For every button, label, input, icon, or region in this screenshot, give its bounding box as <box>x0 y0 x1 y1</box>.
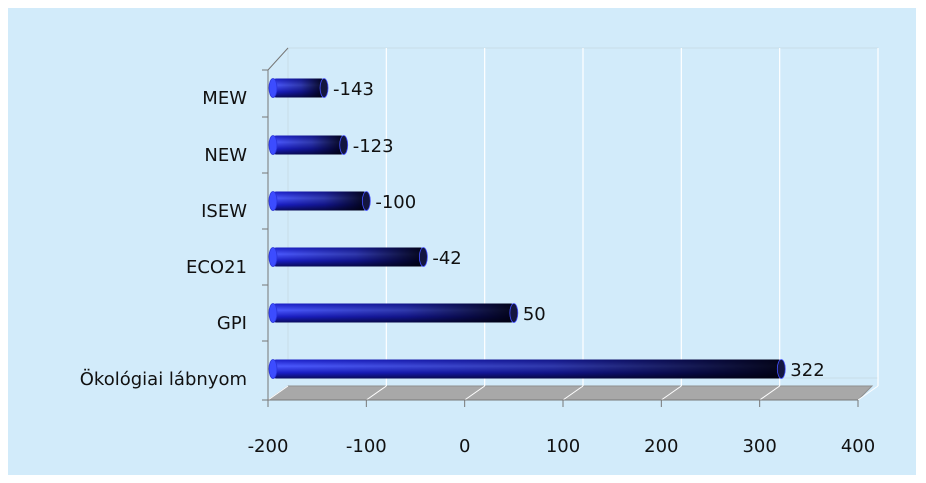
floor-diagonal <box>464 385 485 401</box>
x-tick-label: -100 <box>346 436 387 457</box>
bar <box>268 247 428 267</box>
x-tick-label: -200 <box>248 436 289 457</box>
category-label: NEW <box>204 145 247 166</box>
data-label: 50 <box>523 304 546 325</box>
category-label: GPI <box>217 313 247 334</box>
axes <box>262 47 859 407</box>
floor-diagonal <box>267 385 289 401</box>
bar <box>268 303 519 323</box>
chart-walls <box>266 47 879 401</box>
floor-diagonal <box>759 385 780 401</box>
floor-diagonal <box>562 385 584 401</box>
x-tick-label: 200 <box>644 436 678 457</box>
x-tick-label: 400 <box>841 436 875 457</box>
category-label: ISEW <box>201 201 247 222</box>
bars <box>268 78 786 379</box>
data-label: -143 <box>333 79 374 100</box>
data-label: -123 <box>353 136 394 157</box>
grid-lines <box>267 48 879 401</box>
labels: -200 -100 0 100 200 300 400 -143 MEW -123 NEW -100 I… <box>80 79 875 457</box>
y-axis-top-edge <box>267 47 289 71</box>
x-tick-label: 0 <box>459 436 470 457</box>
bar <box>268 359 786 379</box>
floor-diagonal <box>661 385 682 401</box>
data-label: 322 <box>790 360 824 381</box>
data-label: -100 <box>375 192 416 213</box>
chart-floor <box>266 385 874 401</box>
x-tick-label: 300 <box>742 436 776 457</box>
bar <box>268 135 349 155</box>
data-label: -42 <box>432 248 461 269</box>
bar <box>268 78 329 98</box>
floor-diagonal <box>857 385 879 401</box>
category-label: ECO21 <box>186 257 247 278</box>
bar <box>268 191 371 211</box>
category-label: Ökológiai lábnyom <box>80 368 247 390</box>
category-label: MEW <box>202 88 247 109</box>
x-tick-label: 100 <box>546 436 580 457</box>
floor-diagonal <box>366 385 387 401</box>
